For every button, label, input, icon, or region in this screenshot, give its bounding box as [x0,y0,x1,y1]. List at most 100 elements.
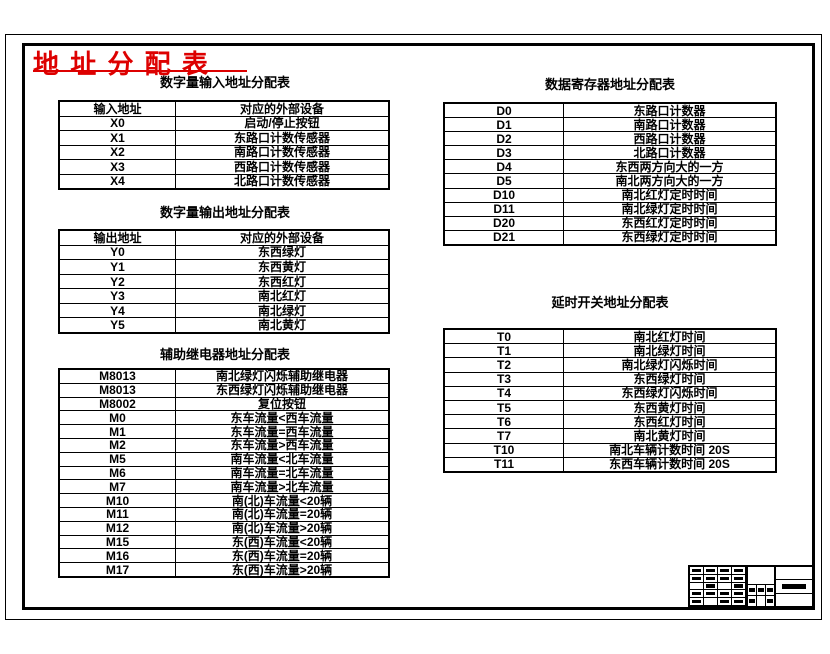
address-cell: M8013 [60,370,176,383]
device-cell: 东西绿灯闪烁时间 [621,386,718,401]
title-block-middle [748,567,776,606]
table-row: T5 东西黄灯时间 [445,400,775,415]
table-row: Y0 东西绿灯 [60,244,388,260]
device-cell: 南北红灯时间 [633,330,706,344]
table-row: M10 南(北)车流量<20辆 [60,493,388,507]
device-cell: 东路口计数器 [633,104,706,118]
table-row: D4 东西两方向大的一方 [445,159,775,174]
timer-table: T0 南北红灯时间 T1 南北绿灯时间 T2 南北绿灯闪烁时间 T3 东西绿灯时间 T4 东西绿灯… [443,328,777,473]
table-row: D0 东路口计数器 [445,104,775,118]
address-cell: M1 [60,425,176,438]
title-block-grid [690,567,748,606]
address-cell: X3 [60,160,176,174]
device-cell: 南车流量>北车流量 [230,480,334,494]
device-cell: 东西黄灯 [257,260,306,274]
table-row: X2 南路口计数传感器 [60,144,388,159]
table-row: T0 南北红灯时间 [445,330,775,344]
table-row: M11 南(北)车流量=20辆 [60,506,388,521]
table-row: T11 东西车辆计数时间 20S [445,456,775,472]
address-cell: M17 [60,563,176,576]
device-cell: 复位按钮 [257,397,306,411]
address-cell: D0 [445,104,564,118]
table-row: M2 东车流量>西车流量 [60,437,388,452]
table-row: Y4 南北绿灯 [60,302,388,318]
device-cell: 南北绿灯 [257,303,306,318]
address-cell: D5 [445,174,564,188]
header-cell: 对应的外部设备 [239,102,324,116]
table-row: X1 东路口计数传感器 [60,130,388,145]
address-cell: D4 [445,160,564,174]
header-cell: 输出地址 [60,231,176,245]
address-cell: D11 [445,202,564,216]
device-cell: 南(北)车流量=20辆 [231,507,333,521]
section-title-data-register: 数据寄存器地址分配表 [544,77,675,92]
address-cell: Y2 [60,274,176,289]
device-cell: 南北车辆计数时间 20S [609,443,730,457]
device-cell: 南北绿灯闪烁时间 [621,358,718,372]
address-cell: T3 [445,372,564,386]
table-row: D11 南北绿灯定时时间 [445,201,775,216]
address-cell: D20 [445,216,564,230]
address-cell: X0 [60,116,176,130]
table-row: M1 东车流量=西车流量 [60,424,388,438]
table-row: M0 东车流量<西车流量 [60,410,388,425]
device-cell: 南北红灯定时时间 [621,188,718,202]
table-row: D1 南路口计数器 [445,117,775,132]
page-title-underline [33,70,247,72]
address-cell: X1 [60,131,176,145]
table-row: T10 南北车辆计数时间 20S [445,442,775,457]
table-row: T2 南北绿灯闪烁时间 [445,357,775,372]
table-row: T4 东西绿灯闪烁时间 [445,385,775,401]
table-row: T3 东西绿灯时间 [445,371,775,386]
table-row: M8013 东西绿灯闪烁辅助继电器 [60,382,388,397]
device-cell: 东(西)车流量<20辆 [231,535,333,549]
address-cell: X2 [60,145,176,159]
address-cell: Y5 [60,318,176,333]
address-cell: M15 [60,535,176,549]
address-cell: M6 [60,466,176,480]
outer-border-frame [5,34,822,620]
table-row: M7 南车流量>北车流量 [60,479,388,494]
table-row: T7 南北黄灯时间 [445,428,775,443]
device-cell: 东车流量=西车流量 [230,425,334,438]
inner-border-frame [22,43,815,610]
address-cell: M2 [60,438,176,452]
address-cell: M7 [60,480,176,494]
table-row: M8002 复位按钮 [60,396,388,411]
section-title-aux-relay: 辅助继电器地址分配表 [159,347,290,362]
device-cell: 东车流量>西车流量 [230,438,334,452]
device-cell: 东西绿灯闪烁辅助继电器 [215,383,348,397]
device-cell: 南北黄灯 [257,318,306,333]
device-cell: 南车流量<北车流量 [230,452,334,466]
device-cell: 南北黄灯时间 [633,429,706,443]
device-cell: 东西红灯时间 [633,415,706,429]
table-row: M17 东(西)车流量>20辆 [60,562,388,576]
address-cell: M12 [60,521,176,535]
address-cell: Y3 [60,289,176,303]
table-row: X4 北路口计数传感器 [60,173,388,188]
address-cell: M8002 [60,397,176,411]
address-cell: T5 [445,401,564,415]
device-cell: 南北两方向大的一方 [615,174,724,188]
device-cell: 南路口计数器 [633,118,706,132]
device-cell: 西路口计数传感器 [233,160,330,174]
table-row: D2 西路口计数器 [445,131,775,146]
header-cell: 对应的外部设备 [239,231,324,245]
device-cell: 东路口计数传感器 [233,131,330,145]
table-row: X0 启动/停止按钮 [60,115,388,130]
address-cell: T0 [445,330,564,344]
address-cell: Y0 [60,245,176,260]
table-row: X3 西路口计数传感器 [60,159,388,174]
address-cell: T10 [445,443,564,457]
device-cell: 东西绿灯时间 [633,372,706,386]
table-row: T6 东西红灯时间 [445,414,775,429]
table-row: M16 东(西)车流量=20辆 [60,548,388,563]
device-cell: 南北绿灯闪烁辅助继电器 [215,370,348,383]
table-row: M5 南车流量<北车流量 [60,451,388,466]
table-row: D20 东西红灯定时时间 [445,215,775,230]
section-title-digital-output: 数字量输出地址分配表 [159,205,290,220]
device-cell: 东西红灯 [257,274,306,289]
device-cell: 东西绿灯 [257,245,306,260]
aux-relay-table: M8013 南北绿灯闪烁辅助继电器 M8013 东西绿灯闪烁辅助继电器 M8002 复位按… [58,368,390,578]
